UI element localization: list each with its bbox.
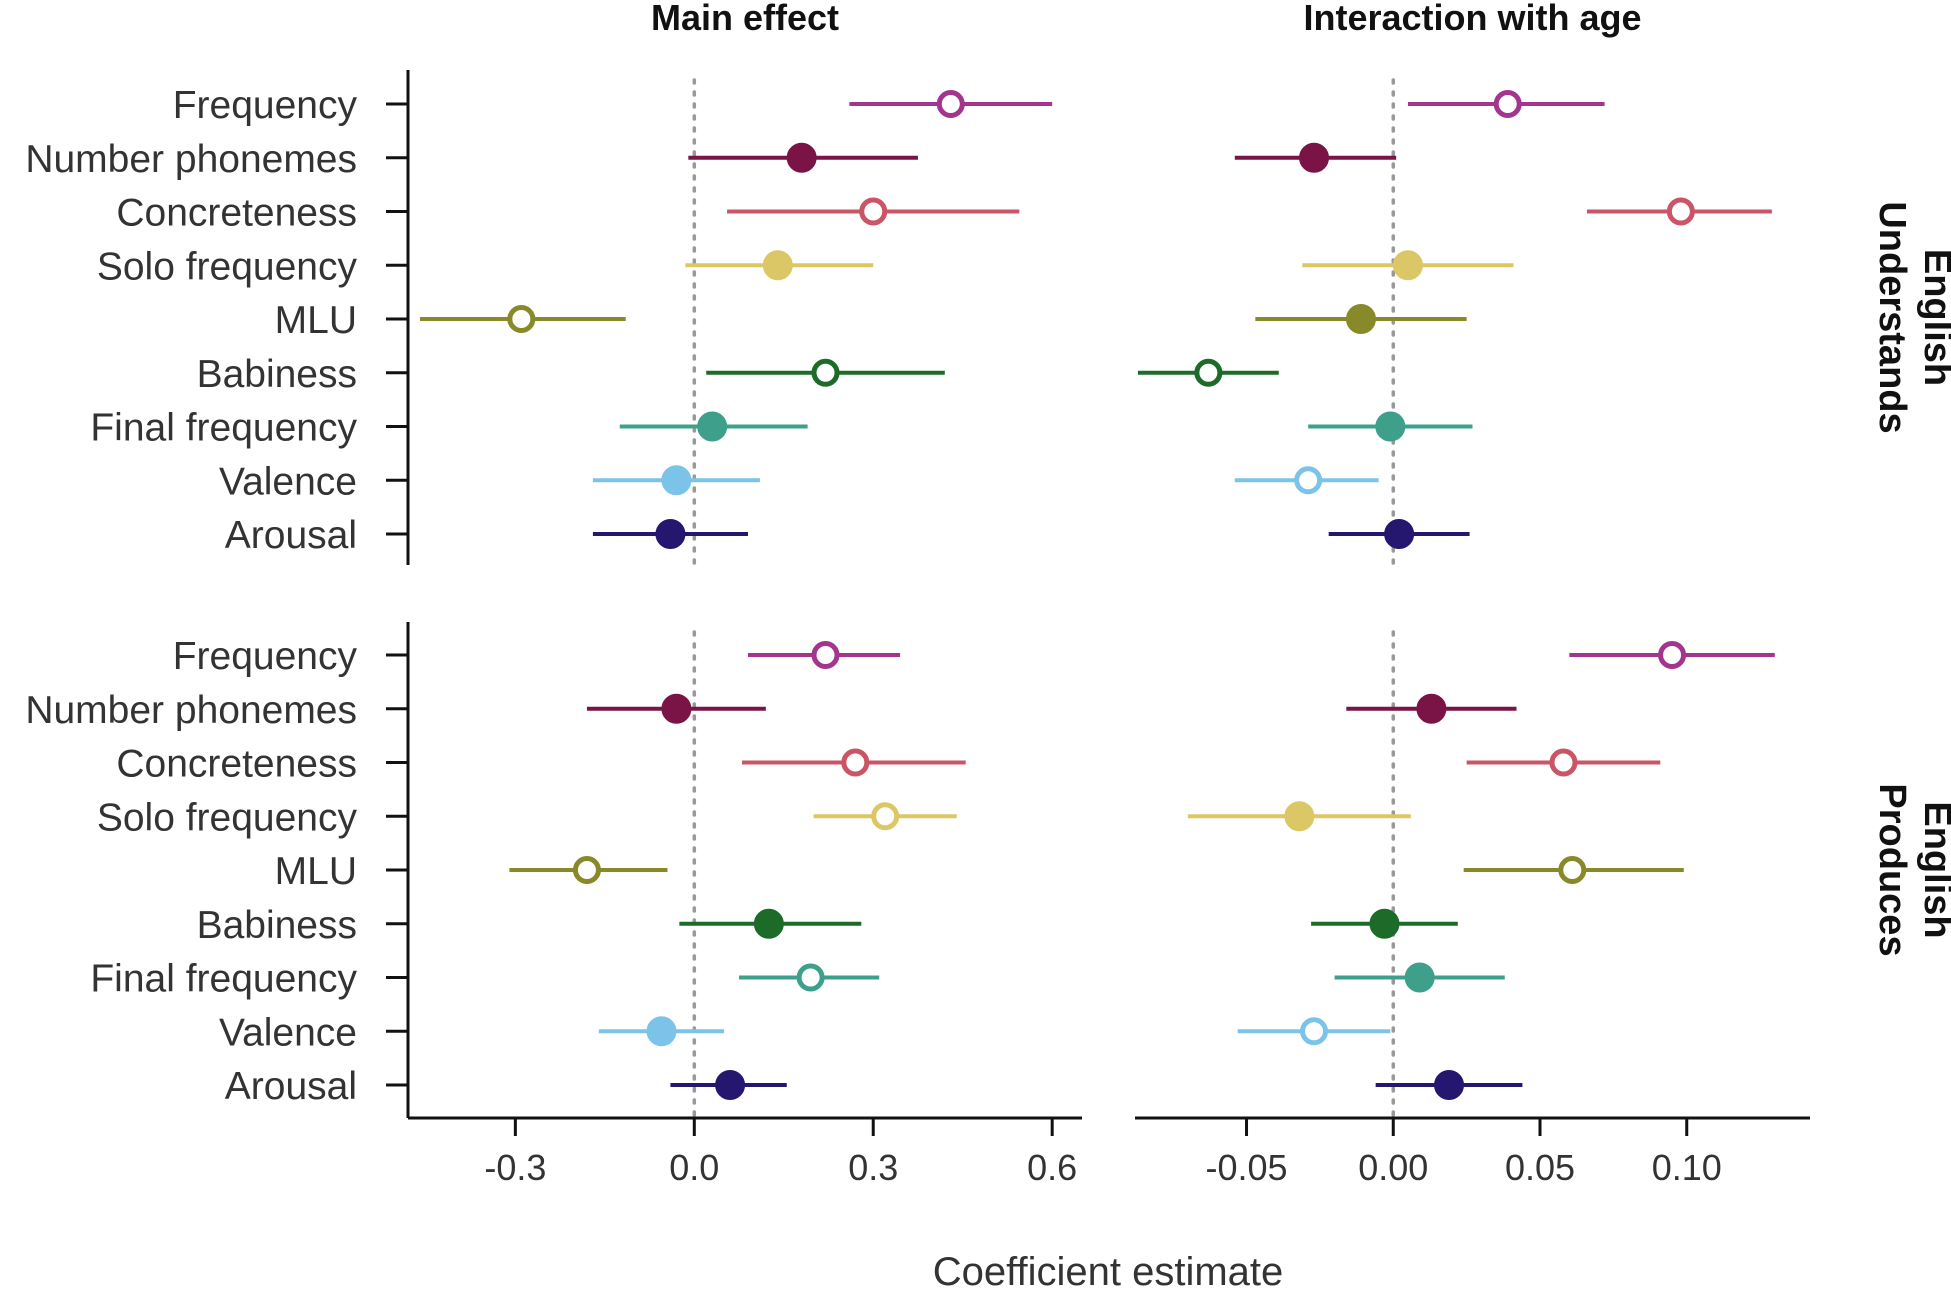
column-title-main-effect: Main effect (651, 0, 839, 38)
point-arousal (655, 519, 686, 549)
y-tick-label-solo-frequency: Solo frequency (97, 245, 358, 288)
point-arousal (1384, 519, 1415, 549)
y-tick-label-babiness: Babiness (197, 353, 357, 396)
point-number-phonemes (1299, 142, 1330, 173)
x-tick-label: -0.3 (484, 1147, 546, 1188)
axes (386, 70, 1810, 1136)
strip-label-understands: Understands (1871, 201, 1913, 433)
y-tick-label-mlu: MLU (275, 850, 357, 893)
y-tick-label-frequency: Frequency (173, 84, 358, 127)
y-tick-label-concreteness: Concreteness (116, 192, 357, 235)
x-axis-title: Coefficient estimate (933, 1250, 1284, 1289)
y-tick-label-final-frequency: Final frequency (90, 407, 357, 450)
point-number-phonemes (786, 142, 817, 173)
point-solo-frequency (1392, 250, 1423, 281)
y-tick-label-valence: Valence (219, 460, 357, 503)
point-arousal (715, 1070, 746, 1100)
data-marks (419, 90, 1775, 1100)
y-tick-label-arousal: Arousal (225, 514, 357, 557)
point-solo-frequency (762, 250, 793, 281)
zero-reference-lines (692, 78, 1396, 1120)
point-arousal (1434, 1070, 1465, 1100)
column-title-interaction-with-age: Interaction with age (1303, 0, 1641, 38)
point-mlu (507, 305, 536, 333)
point-concreteness (1666, 197, 1695, 226)
chart-text: Main effect Interaction with ageEnglishUn… (25, 0, 1951, 1188)
point-babiness (1369, 908, 1400, 939)
x-tick-label: -0.05 (1205, 1147, 1287, 1188)
y-tick-label-arousal: Arousal (225, 1065, 357, 1108)
point-concreteness (1549, 748, 1578, 777)
point-babiness (1194, 358, 1223, 387)
y-tick-label-babiness: Babiness (197, 904, 357, 947)
point-mlu (1345, 304, 1376, 334)
point-valence (661, 465, 692, 496)
y-tick-label-number-phonemes: Number phonemes (25, 138, 357, 181)
point-frequency (1493, 90, 1522, 118)
point-number-phonemes (1416, 693, 1447, 724)
point-concreteness (841, 748, 870, 777)
y-tick-label-number-phonemes: Number phonemes (25, 689, 357, 732)
point-frequency (811, 641, 840, 669)
point-babiness (753, 908, 784, 939)
point-number-phonemes (661, 693, 692, 724)
point-valence (1294, 466, 1323, 495)
point-babiness (811, 358, 840, 387)
y-tick-label-frequency: Frequency (173, 635, 358, 678)
point-mlu (1558, 856, 1587, 884)
x-tick-label: 0.05 (1505, 1147, 1575, 1188)
point-frequency (1658, 641, 1687, 669)
strip-label-english: English (1916, 801, 1951, 938)
y-tick-label-valence: Valence (219, 1011, 357, 1054)
strip-label-produces: Produces (1871, 783, 1913, 956)
point-frequency (936, 90, 965, 118)
x-tick-label: 0.10 (1652, 1147, 1722, 1188)
point-final-frequency (1404, 962, 1435, 993)
point-mlu (572, 856, 601, 884)
point-final-frequency (697, 411, 728, 442)
point-final-frequency (796, 963, 825, 992)
point-solo-frequency (871, 802, 900, 831)
x-tick-label: 0.3 (848, 1147, 898, 1188)
point-final-frequency (1375, 411, 1406, 442)
y-tick-label-concreteness: Concreteness (116, 743, 357, 786)
strip-label-english: English (1916, 249, 1951, 386)
y-tick-label-solo-frequency: Solo frequency (97, 796, 358, 839)
x-tick-label: 0.6 (1027, 1147, 1077, 1188)
y-tick-label-mlu: MLU (275, 299, 357, 342)
y-tick-label-final-frequency: Final frequency (90, 958, 357, 1001)
x-tick-label: 0.00 (1358, 1147, 1428, 1188)
x-tick-label: 0.0 (669, 1147, 719, 1188)
point-valence (646, 1016, 677, 1047)
point-concreteness (859, 197, 888, 226)
point-solo-frequency (1284, 801, 1315, 832)
point-valence (1300, 1017, 1329, 1046)
